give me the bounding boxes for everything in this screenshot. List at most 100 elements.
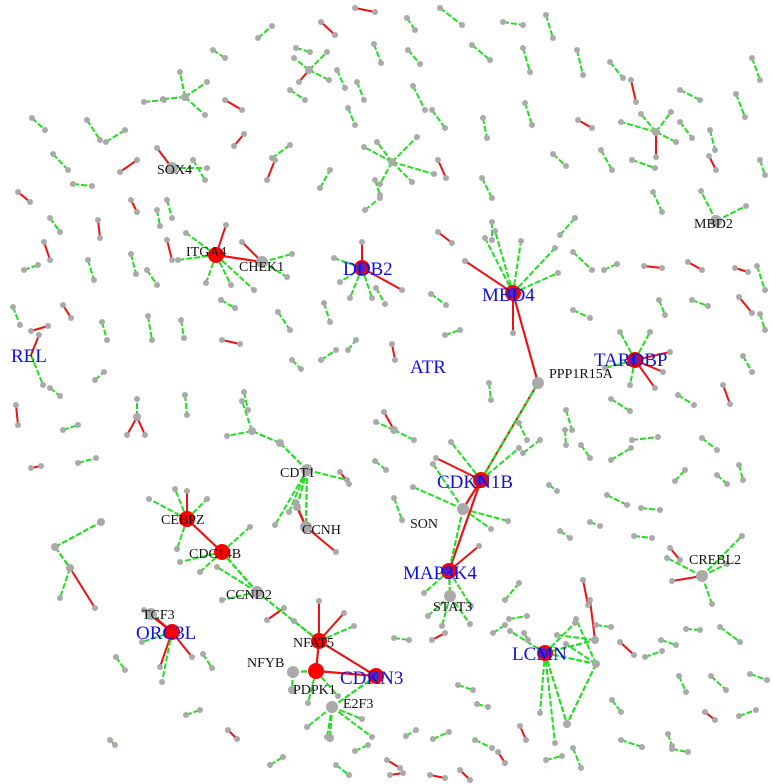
network-node [502, 760, 508, 766]
network-node [101, 369, 107, 375]
gene-label-pdpk1: PDPK1 [293, 683, 336, 698]
network-node [122, 667, 128, 673]
network-node [346, 772, 352, 778]
network-node [28, 328, 34, 334]
network-edge [354, 7, 376, 13]
network-edge [480, 447, 520, 481]
network-node [714, 472, 720, 478]
node-itga4 [208, 247, 224, 263]
network-node [272, 157, 278, 163]
node-e1 [305, 66, 313, 74]
network-node [492, 228, 498, 234]
network-edge [630, 79, 637, 103]
network-edge [572, 309, 591, 319]
network-node [673, 139, 679, 145]
network-node [372, 9, 378, 15]
network-node [713, 167, 719, 173]
network-node [578, 765, 584, 771]
network-node [347, 295, 353, 301]
network-node [459, 22, 465, 28]
network-node [708, 673, 714, 679]
network-node [736, 462, 742, 468]
network-node [601, 267, 607, 273]
network-node [609, 697, 615, 703]
network-edge [522, 47, 531, 73]
network-node [723, 687, 729, 693]
network-edge [179, 71, 186, 98]
network-node [631, 533, 637, 539]
network-node [124, 432, 130, 438]
network-node [720, 382, 726, 388]
network-node [45, 323, 51, 329]
network-node [578, 442, 584, 448]
network-node [524, 437, 530, 443]
network-node [620, 75, 626, 81]
network-node [575, 117, 581, 123]
network-edge [391, 161, 435, 175]
network-edge [620, 739, 643, 748]
network-node [128, 197, 134, 203]
network-edge [412, 486, 464, 510]
network-node [689, 297, 695, 303]
gene-label-lcmn: LCMN [512, 644, 567, 665]
network-node [753, 707, 759, 713]
network-edge [304, 469, 309, 528]
network-node [433, 455, 439, 461]
network-node [122, 127, 128, 133]
network-node [617, 639, 623, 645]
network-node [412, 27, 418, 33]
network-edge [484, 237, 514, 294]
network-node [543, 757, 549, 763]
network-node [554, 488, 560, 494]
network-node [709, 601, 715, 607]
network-edge [43, 241, 51, 261]
network-node [134, 157, 140, 163]
gene-label-tcf3: TCF3 [142, 608, 175, 623]
node-ccnh [300, 521, 312, 533]
network-node [699, 267, 705, 273]
network-node [527, 69, 533, 75]
network-node [762, 327, 768, 333]
network-node [275, 309, 281, 315]
network-edge [749, 673, 768, 681]
network-node [747, 671, 753, 677]
network-edge [412, 85, 426, 111]
network-node [333, 549, 339, 555]
network-node [237, 341, 243, 347]
network-edge [738, 296, 753, 314]
gene-label-cdc14b: CDC14B [189, 547, 241, 562]
network-node [202, 177, 208, 183]
gene-label-crebl2: CREBL2 [689, 553, 741, 568]
network-node [247, 524, 253, 530]
network-node [502, 622, 508, 628]
network-edge [376, 141, 393, 163]
gene-label-cebpz: CEBPZ [161, 513, 205, 528]
network-edge [494, 230, 514, 294]
network-edge [391, 161, 413, 183]
network-node [633, 99, 639, 105]
network-edge [185, 232, 217, 256]
network-node [435, 157, 441, 163]
network-node [597, 523, 603, 529]
network-edge [184, 96, 206, 116]
network-node [85, 257, 91, 263]
network-node [157, 223, 163, 229]
network-edge [502, 21, 524, 26]
node-lcmn-core [539, 648, 549, 658]
network-node [435, 229, 441, 235]
network-node [669, 578, 675, 584]
network-node [95, 217, 101, 223]
network-node [255, 35, 261, 41]
network-node [587, 519, 593, 525]
network-node [749, 369, 755, 375]
network-node [736, 294, 742, 300]
node-q1 [326, 734, 334, 742]
network-node [658, 637, 664, 643]
network-node [665, 731, 671, 737]
network-node [574, 47, 580, 53]
node-j1 [97, 518, 105, 526]
network-node [327, 167, 333, 173]
network-node [384, 757, 390, 763]
network-edge [315, 669, 377, 678]
network-node [189, 654, 195, 660]
